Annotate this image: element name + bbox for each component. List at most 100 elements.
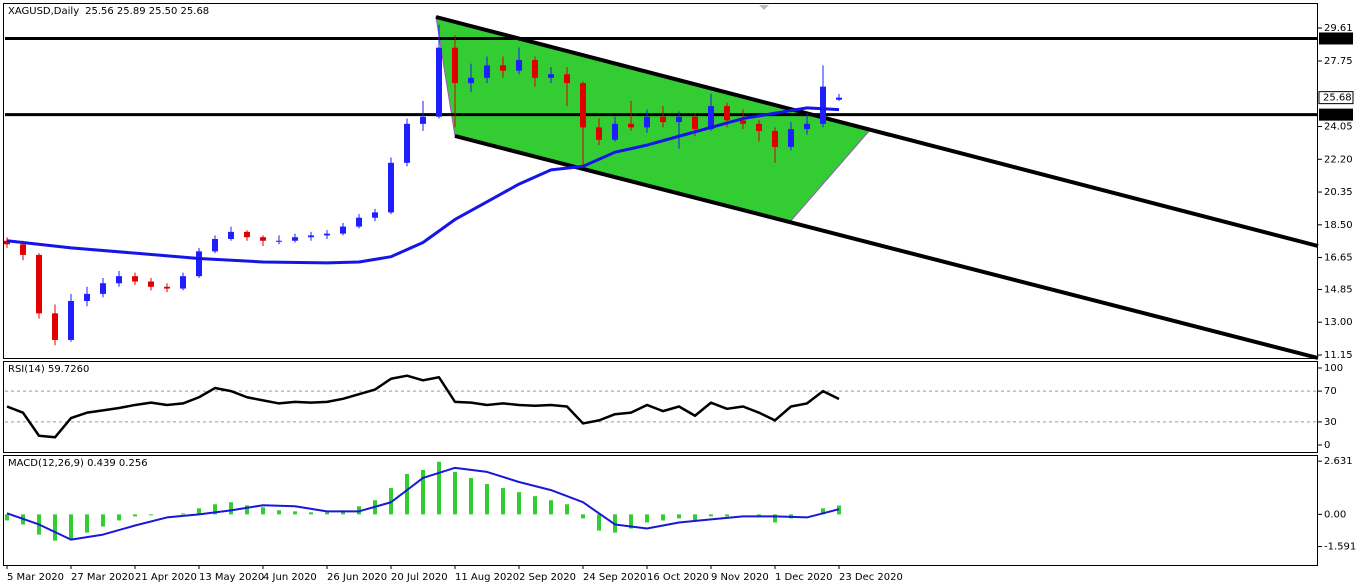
y-tick-label: 13.00 <box>1324 317 1353 328</box>
x-tick-label: 11 Aug 2020 <box>455 572 519 583</box>
macd-bar <box>597 514 601 531</box>
moving-average <box>6 106 840 265</box>
y-tick-label: 0.00 <box>1324 509 1346 520</box>
macd-bar <box>821 508 825 515</box>
macd-bar <box>709 514 713 517</box>
macd-bar <box>101 514 105 527</box>
macd-bar <box>485 484 489 515</box>
candle-body <box>740 120 746 124</box>
x-tick-label: 5 Mar 2020 <box>7 572 64 583</box>
x-tick-label: 9 Nov 2020 <box>711 572 769 583</box>
candle-body <box>308 235 314 238</box>
candle-body <box>356 217 362 227</box>
candle-body <box>4 240 10 245</box>
macd-bar <box>85 514 89 533</box>
macd-bar <box>501 488 505 515</box>
candle-body <box>692 116 698 130</box>
candle-body <box>580 83 586 128</box>
candle-body <box>468 77 474 84</box>
candle-body <box>244 231 250 238</box>
macd-bar <box>533 496 537 515</box>
panel-borders <box>3 3 1318 566</box>
candle-body <box>52 313 58 340</box>
candle-body <box>420 116 426 124</box>
candle-body <box>372 212 378 218</box>
macd-bar <box>405 473 409 515</box>
y-tick-label: 11.15 <box>1324 350 1353 361</box>
candle-body <box>436 47 442 117</box>
upper-trendline <box>435 15 1319 248</box>
candle-body <box>532 60 538 78</box>
macd-bar <box>565 504 569 515</box>
macd-bar <box>117 514 121 521</box>
chart-symbol: XAGUSD,Daily 25.56 25.89 25.50 25.68 <box>8 6 209 17</box>
price-tag <box>1318 91 1354 105</box>
level-tag <box>1319 32 1353 45</box>
main-panel <box>3 3 1318 359</box>
macd-bar <box>69 514 73 539</box>
x-tick-label: 26 Jun 2020 <box>327 572 387 583</box>
lower-trendline <box>454 134 1319 360</box>
macd-bar <box>469 477 473 515</box>
candle-body <box>20 244 26 255</box>
level-tag-label: 24.72 <box>1323 110 1352 121</box>
macd-bar <box>197 508 201 515</box>
macd-panel <box>3 455 1318 566</box>
macd-bar <box>517 492 521 515</box>
candle-body <box>196 251 202 277</box>
candle-body <box>484 65 490 78</box>
candle-body <box>324 233 330 236</box>
macd-bar <box>725 514 729 517</box>
macd-bar <box>53 514 57 541</box>
x-tick-label: 16 Oct 2020 <box>647 572 709 583</box>
macd-bar <box>645 514 649 523</box>
candle-body <box>676 116 682 123</box>
ohlc: 25.56 25.89 25.50 25.68 <box>85 6 209 17</box>
symbol: XAGUSD,Daily <box>8 6 79 17</box>
macd-bar <box>325 512 329 515</box>
y-tick-label: 14.85 <box>1324 284 1353 295</box>
rsi-line <box>6 374 840 439</box>
rsi-panel <box>3 361 1318 453</box>
macd-bar <box>277 510 281 515</box>
candle-body <box>164 286 170 289</box>
candle-body <box>84 293 90 301</box>
x-tick-label: 27 Mar 2020 <box>71 572 134 583</box>
macd-bar <box>181 513 185 515</box>
candle-body <box>644 116 650 128</box>
candle-body <box>612 123 618 140</box>
y-tick-label: 16.65 <box>1324 253 1353 264</box>
candle-body <box>148 281 154 287</box>
macd-bar <box>453 471 457 515</box>
candle-body <box>260 237 266 241</box>
x-tick-label: 1 Dec 2020 <box>775 572 833 583</box>
y-tick-label: 100 <box>1324 363 1343 374</box>
candle-body <box>132 276 138 282</box>
macd-bar <box>677 514 681 519</box>
candle-body <box>452 47 458 84</box>
x-tick-label: 13 May 2020 <box>199 572 264 583</box>
candle-body <box>388 162 394 213</box>
macd-bar <box>309 512 313 515</box>
macd-bar <box>293 511 297 515</box>
macd-bar <box>133 514 137 517</box>
macd-bar <box>437 461 441 515</box>
x-tick-label: 20 Jul 2020 <box>391 572 448 583</box>
candle-body <box>548 74 554 78</box>
candle-body <box>756 123 762 131</box>
price-tag-label: 25.68 <box>1323 93 1352 104</box>
y-tick-label: 20.35 <box>1324 187 1353 198</box>
signal-line <box>6 466 840 541</box>
macd-bar <box>149 514 153 516</box>
macd-bar <box>757 514 761 517</box>
candle-body <box>724 106 730 121</box>
candle-body <box>708 106 714 130</box>
x-tick-label: 23 Dec 2020 <box>839 572 903 583</box>
candle-body <box>276 240 282 242</box>
macd-bar <box>549 500 553 515</box>
macd-bar <box>661 514 665 521</box>
y-tick-label: -1.591 <box>1324 542 1356 553</box>
candle-body <box>100 283 106 294</box>
x-tick-label: 21 Apr 2020 <box>135 572 197 583</box>
